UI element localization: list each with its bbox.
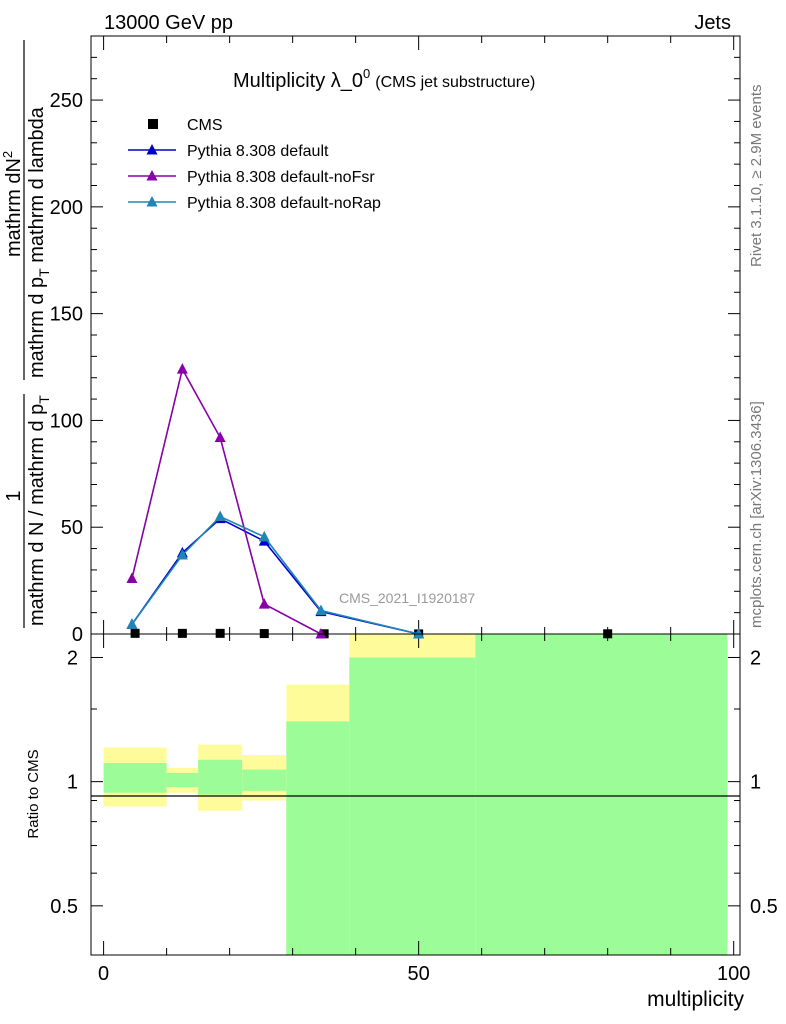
legend-marker (148, 119, 158, 129)
ratio-band-green (242, 769, 287, 791)
main-ytick-label: 150 (50, 304, 83, 326)
main-ytick-label: 250 (50, 90, 83, 112)
main-title-sup: 0 (363, 66, 370, 81)
xtick-label: 0 (98, 963, 109, 985)
ratio-ytick-label: 0.5 (50, 896, 78, 918)
series-point (413, 628, 425, 639)
series-point (214, 431, 226, 443)
series-line (131, 517, 419, 635)
ratio-ytick-label-right: 2 (750, 647, 761, 669)
main-ylabel: 1 mathrm d N / mathrm d pT mathrm dN2 ma… (0, 40, 52, 628)
legend-item: Pythia 8.308 default (128, 143, 329, 160)
ylabel-num-sup: 2 (0, 151, 15, 158)
legend-label: Pythia 8.308 default-noFsr (187, 169, 375, 186)
ratio-band-green (286, 721, 350, 955)
series-point (315, 628, 327, 639)
main-title-text: Multiplicity λ_0 (233, 70, 363, 92)
series-point (176, 548, 188, 560)
series-point (214, 510, 226, 522)
series-1 (126, 512, 425, 639)
series-point (315, 604, 327, 616)
data-point (130, 628, 140, 638)
ratio-ytick-label: 1 (67, 772, 78, 794)
rivet-label: Rivet 3.1.10, ≥ 2.9M events (748, 85, 765, 268)
legend-marker (146, 170, 158, 181)
legend-label: Pythia 8.308 default (187, 143, 329, 160)
main-ytick-label: 50 (61, 517, 83, 539)
mcplots-label: mcplots.cern.ch [arXiv:1306.3436] (748, 401, 765, 628)
main-frame (90, 35, 741, 635)
xtick-label: 50 (408, 963, 430, 985)
main-title-note: (CMS jet substructure) (375, 74, 535, 91)
ratio-panel: 0.5 0.5 1 1 2 2 0 50 100 Ratio to CMS multiplici… (25, 633, 778, 1011)
legend-marker (146, 144, 158, 155)
legend-item: CMS (148, 117, 223, 134)
main-title: Multiplicity λ_00 (CMS jet substructure) (233, 66, 535, 92)
series-line (131, 515, 419, 635)
data-point (177, 628, 187, 638)
ylabel-den: mathrm d pT mathrm d lambda (26, 106, 52, 378)
ylabel-num-text: mathrm dN (3, 158, 25, 257)
ylabel-factor-den-sub: T (36, 395, 52, 404)
ylabel-factor-num: 1 (3, 490, 25, 501)
ratio-ytick-label-right: 0.5 (750, 896, 778, 918)
series-line (131, 366, 322, 635)
ylabel-num: mathrm dN2 (0, 151, 25, 257)
series-2 (126, 363, 327, 639)
series-point (176, 363, 188, 374)
ratio-ticks: 0.5 0.5 1 1 2 2 0 50 100 (50, 634, 778, 985)
ylabel-den-tail: mathrm d lambda (26, 106, 48, 268)
legend: CMS Pythia 8.308 default Pythia 8.308 defa… (128, 117, 381, 212)
ratio-ylabel: Ratio to CMS (25, 749, 42, 838)
data-point (215, 628, 225, 638)
legend-label: Pythia 8.308 default-noRap (187, 195, 381, 212)
series-point (258, 530, 270, 542)
ratio-band-green (349, 657, 476, 955)
x-axis-label: multiplicity (647, 988, 744, 1011)
legend-marker (146, 196, 158, 207)
series-3 (126, 510, 425, 639)
main-panel: 0 50 100 150 200 250 CMS_2021_I1920187 Multip… (0, 35, 741, 646)
header-right-label: Jets (694, 12, 731, 34)
main-ticks: 0 50 100 150 200 250 (50, 36, 740, 646)
legend-item: Pythia 8.308 default-noFsr (128, 169, 375, 186)
series-point (126, 618, 138, 629)
ylabel-factor-den-text: mathrm d N / mathrm d p (26, 404, 48, 626)
series-point (258, 598, 270, 609)
watermark-label: CMS_2021_I1920187 (339, 590, 475, 606)
main-ytick-label: 100 (50, 410, 83, 432)
legend-label: CMS (187, 117, 223, 134)
ratio-band-green (475, 634, 728, 955)
legend-item: Pythia 8.308 default-noRap (128, 195, 381, 212)
header-left-label: 13000 GeV pp (104, 12, 233, 34)
main-ytick-label: 200 (50, 197, 83, 219)
xtick-label: 100 (717, 963, 750, 985)
ratio-band-green (166, 772, 199, 788)
ratio-ytick-label-right: 1 (750, 772, 761, 794)
ratio-ytick-label: 2 (67, 647, 78, 669)
ratio-band-green (103, 762, 167, 793)
ylabel-den-text: mathrm d p (26, 277, 48, 378)
ratio-bands (103, 634, 728, 955)
ratio-band-green (198, 759, 243, 795)
main-ytick-label: 0 (72, 624, 83, 646)
series-point (126, 572, 138, 583)
ylabel-factor-den: mathrm d N / mathrm d pT (26, 395, 52, 626)
ylabel-den-sub: T (36, 268, 52, 277)
